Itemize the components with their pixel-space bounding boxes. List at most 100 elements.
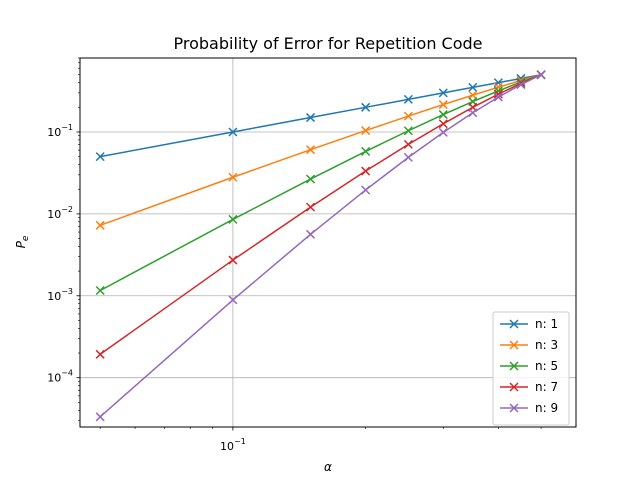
data-point bbox=[306, 202, 316, 212]
legend-marker-stroke bbox=[509, 361, 519, 371]
y-axis-label-sub: e bbox=[21, 235, 31, 241]
legend: n: 1 n: 3 n: 5 n: 7 n: 9 bbox=[492, 311, 570, 426]
data-point bbox=[493, 89, 503, 99]
data-point-stroke bbox=[361, 185, 371, 195]
data-point-stroke bbox=[95, 152, 105, 162]
data-point bbox=[468, 90, 478, 100]
plot-frame bbox=[79, 57, 577, 428]
data-point-stroke bbox=[493, 82, 503, 92]
data-point-stroke bbox=[95, 220, 105, 230]
data-point bbox=[228, 295, 238, 305]
data-point-stroke bbox=[228, 127, 238, 137]
data-point bbox=[228, 255, 238, 265]
legend-label: n: 7 bbox=[535, 380, 558, 394]
x-axis-label: α bbox=[324, 460, 332, 474]
y-tick-label: 10−2 bbox=[47, 205, 73, 221]
data-point-stroke bbox=[95, 285, 105, 296]
data-point bbox=[493, 92, 503, 102]
data-point-stroke bbox=[361, 166, 371, 176]
data-point bbox=[438, 88, 448, 98]
data-point bbox=[403, 126, 413, 136]
legend-marker-stroke bbox=[509, 382, 519, 392]
legend-marker-stroke bbox=[509, 319, 519, 329]
series-line bbox=[99, 74, 542, 418]
legend-marker-stroke bbox=[509, 340, 519, 350]
data-point bbox=[306, 113, 316, 123]
data-point-stroke bbox=[403, 126, 413, 136]
legend-marker-stroke bbox=[509, 403, 519, 413]
data-point bbox=[468, 82, 478, 92]
data-point bbox=[361, 102, 371, 112]
y-tick-label-exp: −3 bbox=[61, 287, 73, 296]
y-tick-label-base: 10 bbox=[47, 208, 61, 221]
series-layer bbox=[95, 70, 546, 422]
data-point bbox=[536, 70, 546, 80]
legend-label: n: 5 bbox=[535, 359, 558, 373]
data-point-stroke bbox=[306, 229, 316, 239]
y-axis-label-main: P bbox=[14, 240, 28, 248]
data-point-stroke bbox=[403, 111, 413, 121]
y-axis-label: Pe bbox=[14, 235, 31, 248]
y-tick-label-base: 10 bbox=[47, 372, 61, 385]
y-tick-label-exp: −1 bbox=[61, 123, 73, 132]
data-point-stroke bbox=[468, 108, 478, 118]
data-point bbox=[228, 172, 238, 182]
legend-swatch-marker bbox=[509, 403, 519, 413]
data-point-stroke bbox=[361, 146, 371, 156]
data-point-stroke bbox=[438, 127, 448, 137]
data-point bbox=[306, 145, 316, 155]
y-tick-label-exp: −2 bbox=[61, 205, 73, 214]
data-point bbox=[361, 185, 371, 195]
data-point bbox=[228, 127, 238, 137]
data-point-stroke bbox=[438, 88, 448, 98]
legend-swatch-marker bbox=[509, 319, 519, 329]
data-point-stroke bbox=[228, 214, 238, 224]
x-tick-label-base: 10 bbox=[220, 440, 234, 453]
data-point-stroke bbox=[468, 82, 478, 92]
legend-swatch-marker bbox=[509, 340, 519, 350]
y-tick-label: 10−4 bbox=[47, 369, 73, 385]
data-point bbox=[403, 111, 413, 121]
data-point-stroke bbox=[306, 202, 316, 212]
data-point-stroke bbox=[403, 152, 413, 162]
legend-swatch-marker bbox=[509, 361, 519, 371]
x-tick-label-exp: −1 bbox=[234, 437, 246, 446]
data-point-stroke bbox=[516, 80, 526, 90]
data-point bbox=[438, 100, 448, 110]
series-line bbox=[100, 73, 542, 158]
data-point bbox=[361, 126, 371, 136]
data-point bbox=[95, 220, 105, 230]
data-point-stroke bbox=[228, 255, 238, 265]
data-point-stroke bbox=[228, 172, 238, 182]
x-tick-label: 10−1 bbox=[220, 437, 246, 453]
data-point-stroke bbox=[95, 412, 105, 422]
data-point-stroke bbox=[468, 90, 478, 100]
data-point bbox=[468, 108, 478, 118]
data-point-stroke bbox=[403, 94, 413, 104]
y-tick-label-base: 10 bbox=[47, 290, 61, 303]
data-point-stroke bbox=[438, 119, 448, 129]
data-point bbox=[403, 139, 413, 149]
data-point-stroke bbox=[361, 126, 371, 136]
data-point bbox=[95, 349, 105, 359]
y-tick-label-base: 10 bbox=[47, 126, 61, 139]
legend-box bbox=[492, 311, 570, 426]
data-point-stroke bbox=[438, 110, 448, 120]
data-point bbox=[403, 94, 413, 104]
data-point-stroke bbox=[493, 89, 503, 99]
legend-label: n: 3 bbox=[535, 338, 558, 352]
data-point bbox=[95, 152, 105, 162]
data-point bbox=[438, 127, 448, 137]
data-point bbox=[438, 110, 448, 120]
data-point-stroke bbox=[95, 349, 105, 359]
data-point bbox=[438, 119, 448, 129]
data-point-stroke bbox=[306, 113, 316, 123]
data-point bbox=[361, 146, 371, 156]
data-point-stroke bbox=[361, 102, 371, 112]
data-point-stroke bbox=[403, 139, 413, 149]
series-line bbox=[99, 74, 542, 292]
series-line bbox=[99, 73, 542, 227]
data-point bbox=[361, 166, 371, 176]
data-point-stroke bbox=[306, 145, 316, 155]
